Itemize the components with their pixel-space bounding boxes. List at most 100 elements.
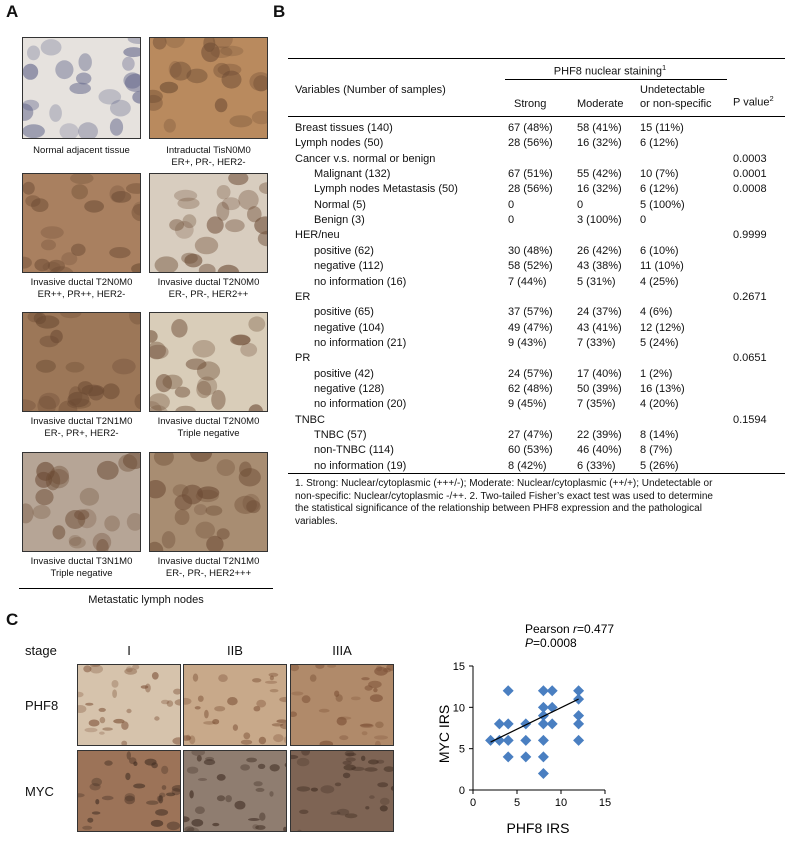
table-row-label: Malignant (132)	[314, 168, 391, 181]
x-axis-label: PHF8 IRS	[506, 820, 569, 836]
col-undetect-header-1: Undetectable	[640, 84, 705, 96]
data-point	[520, 734, 532, 746]
panel-a-letter: A	[6, 2, 19, 21]
y-tick-label: 15	[453, 661, 465, 673]
table-cell-strong: 28 (56%)	[508, 137, 553, 150]
table-row-label: positive (62)	[314, 244, 374, 257]
table-row-label: PR	[295, 352, 311, 365]
stage-label: stage	[25, 643, 57, 658]
table-cell-p: 0.0001	[733, 168, 767, 181]
chart-points	[485, 685, 585, 779]
table-cell-moderate: 5 (31%)	[577, 275, 616, 288]
data-point	[573, 734, 585, 746]
x-tick-label: 10	[555, 797, 567, 809]
micrograph-c-myc-2	[183, 750, 287, 832]
data-point	[546, 718, 558, 730]
panel-a-footer-rule	[19, 588, 273, 589]
table-cell-moderate: 50 (39%)	[577, 382, 622, 395]
micrograph-c-phf8-3	[290, 664, 394, 746]
micrograph-a-2	[149, 37, 268, 139]
table-row-label: Breast tissues (140)	[295, 122, 393, 134]
caption-line: ER-, PR+, HER2-	[44, 428, 119, 439]
pvalue-header-sup: 2	[769, 94, 774, 103]
table-cell-undet: 5 (24%)	[640, 336, 679, 349]
micrograph-c-phf8-1	[77, 664, 181, 746]
footnote-line: 1. Strong: Nuclear/cytoplasmic (+++/-); …	[295, 478, 713, 489]
micrograph-a-caption-8: Invasive ductal T2N1M0 ER-, PR-, HER2+++	[141, 556, 276, 580]
pearson-annotation: Pearson r=0.477	[525, 622, 614, 636]
table-cell-p: 0.0651	[733, 352, 767, 365]
table-row-label: positive (65)	[314, 306, 374, 319]
super-header-sup: 1	[662, 63, 667, 72]
table-cell-strong: 0	[508, 198, 515, 211]
data-point	[537, 767, 549, 779]
micrograph-a-7	[22, 452, 141, 552]
data-point	[546, 701, 558, 713]
table-cell-undet: 8 (7%)	[640, 444, 673, 457]
micrograph-a-5	[22, 312, 141, 412]
table-cell-undet: 0	[640, 214, 647, 227]
table-cell-moderate: 26 (42%)	[577, 244, 622, 257]
caption-line: ER+, PR-, HER2-	[171, 157, 246, 168]
data-point	[573, 718, 585, 730]
data-point	[502, 718, 514, 730]
micrograph-a-caption-6: Invasive ductal T2N0M0 Triple negative	[141, 416, 276, 440]
table-cell-strong: 49 (47%)	[508, 321, 553, 334]
table-cell-moderate: 46 (40%)	[577, 444, 622, 457]
table-row-label: Lymph nodes Metastasis (50)	[314, 183, 458, 196]
table-cell-undet: 5 (26%)	[640, 459, 679, 472]
table-cell-undet: 6 (10%)	[640, 244, 679, 257]
data-point	[537, 718, 549, 730]
data-point	[537, 685, 549, 697]
table-cell-moderate: 22 (39%)	[577, 429, 622, 441]
table-row-label: no information (16)	[314, 275, 407, 288]
table-row-label: Lymph nodes (50)	[295, 137, 384, 150]
scatter-plot: Pearson r=0.477 P=0.0008 MYC IRS PHF8 IR…	[436, 622, 614, 836]
data-point	[502, 751, 514, 763]
table-cell-moderate: 43 (41%)	[577, 321, 622, 334]
table-cell-strong: 7 (44%)	[508, 275, 547, 288]
caption-line: Invasive ductal T2N0M0	[157, 277, 260, 288]
table-cell-p: 0.1594	[733, 413, 767, 426]
table-cell-undet: 8 (14%)	[640, 429, 679, 441]
table-row-label: TNBC	[295, 413, 325, 426]
table-row-label: negative (128)	[314, 382, 385, 395]
table-cell-undet: 4 (25%)	[640, 275, 679, 288]
caption-line: Invasive ductal T2N1M0	[30, 416, 133, 427]
caption-line: Normal adjacent tissue	[33, 145, 130, 156]
caption-line: Invasive ductal T3N1M0	[30, 556, 133, 567]
data-point	[573, 710, 585, 722]
footnote-line: variables.	[295, 515, 338, 527]
footnote-line: non-specific: Nuclear/cytoplasmic -/++. …	[295, 490, 713, 502]
y-tick-label: 5	[459, 744, 465, 756]
table-cell-undet: 11 (10%)	[640, 260, 684, 273]
data-point	[502, 734, 514, 746]
data-point	[502, 685, 514, 697]
caption-line: Invasive ductal T2N0M0	[30, 277, 133, 288]
table-super-header: PHF8 nuclear staining1	[540, 63, 680, 78]
table-cell-moderate: 7 (35%)	[577, 398, 616, 411]
table-footnote: 1. Strong: Nuclear/cytoplasmic (+++/-); …	[295, 478, 713, 528]
table-cell-moderate: 6 (33%)	[577, 459, 616, 472]
micrograph-a-caption-3: Invasive ductal T2N0M0 ER++, PR++, HER2-	[14, 277, 149, 301]
table-cell-strong: 27 (47%)	[508, 429, 553, 441]
micrograph-c-myc-1	[77, 750, 181, 832]
table-row-label: no information (20)	[314, 398, 407, 411]
x-tick-label: 5	[514, 797, 520, 809]
table-cell-strong: 67 (51%)	[508, 168, 553, 181]
col-variables-header: Variables (Number of samples)	[295, 84, 446, 96]
table-cell-strong: 60 (53%)	[508, 444, 553, 457]
caption-line: ER-, PR-, HER2+++	[165, 568, 252, 579]
col-undetect-header-2: or non-specific	[640, 98, 712, 110]
data-point	[546, 685, 558, 697]
x-tick-label: 15	[599, 797, 611, 809]
micrograph-c-myc-3	[290, 750, 394, 832]
data-point	[520, 751, 532, 763]
pvalue-header-text: P value	[733, 96, 770, 109]
table-row-label: no information (21)	[314, 336, 407, 349]
panel-b-letter: B	[273, 2, 286, 21]
stage-IIIA: IIIA	[332, 643, 352, 658]
table-cell-strong: 30 (48%)	[508, 244, 553, 257]
table-cell-strong: 9 (43%)	[508, 336, 547, 349]
table-row-label: non-TNBC (114)	[314, 444, 394, 457]
